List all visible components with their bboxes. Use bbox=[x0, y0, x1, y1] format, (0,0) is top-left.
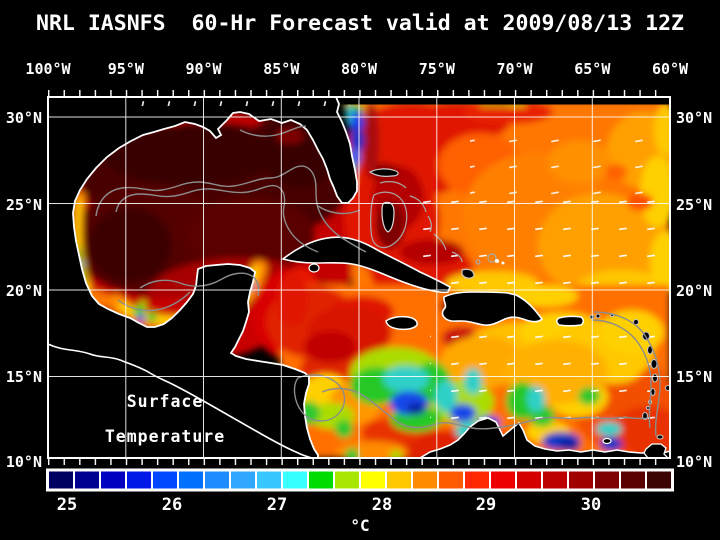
colorbar-segment bbox=[621, 471, 645, 489]
colorbar-segment bbox=[283, 471, 307, 489]
page-title: NRL IASNFS 60-Hr Forecast valid at 2009/… bbox=[36, 11, 684, 35]
land-north-central-america bbox=[48, 97, 357, 458]
axis-ticks-bottom bbox=[48, 459, 670, 465]
longitude-axis: 100°W 95°W 90°W 85°W 80°W 75°W 70°W 65°W… bbox=[25, 60, 689, 78]
current-vectors-atlantic bbox=[420, 196, 668, 308]
colorbar-segment bbox=[101, 471, 125, 489]
lon-label: 95°W bbox=[108, 60, 145, 78]
lat-label: 10°N bbox=[676, 453, 712, 471]
colorbar-segment bbox=[75, 471, 99, 489]
colorbar-segment bbox=[517, 471, 541, 489]
no-data-strip-north bbox=[340, 97, 670, 105]
colorbar: 25 26 27 28 29 30 °C bbox=[46, 468, 674, 535]
map-label-line2: Temperature bbox=[105, 427, 225, 446]
lon-label: 60°W bbox=[652, 60, 689, 78]
colorbar-segments bbox=[49, 471, 671, 489]
colorbar-unit: °C bbox=[350, 516, 369, 535]
ssh-contours-gulf bbox=[95, 125, 367, 312]
latitude-axis-right: 30°N 25°N 20°N 15°N 10°N bbox=[676, 109, 712, 471]
map-label-surface-temperature: Surface Temperature bbox=[105, 392, 225, 446]
latitude-axis-left: 30°N 25°N 20°N 15°N 10°N bbox=[6, 109, 42, 471]
lat-label: 30°N bbox=[6, 109, 42, 127]
colorbar-segment bbox=[335, 471, 359, 489]
lon-label: 65°W bbox=[574, 60, 611, 78]
lat-label: 10°N bbox=[6, 453, 42, 471]
colorbar-label: 27 bbox=[267, 495, 287, 515]
colorbar-label: 26 bbox=[162, 495, 182, 515]
colorbar-segment bbox=[387, 471, 411, 489]
axis-ticks-top bbox=[48, 90, 670, 96]
island-puerto-rico bbox=[556, 315, 584, 327]
map-frame bbox=[47, 96, 671, 459]
colorbar-segment bbox=[153, 471, 177, 489]
coastline-gulf bbox=[72, 97, 358, 458]
colorbar-segment bbox=[127, 471, 151, 489]
lon-label: 85°W bbox=[263, 60, 300, 78]
grid-lines bbox=[48, 97, 670, 458]
colorbar-segment bbox=[179, 471, 203, 489]
colorbar-border bbox=[46, 468, 674, 492]
colorbar-label: 29 bbox=[476, 495, 496, 515]
lat-label: 15°N bbox=[6, 368, 42, 386]
colorbar-segment bbox=[569, 471, 593, 489]
lon-label: 75°W bbox=[419, 60, 456, 78]
wind-marks-gulf-coast bbox=[125, 97, 350, 106]
islands-lesser-antilles bbox=[589, 312, 670, 440]
colorbar-segment bbox=[231, 471, 255, 489]
coastline-pacific bbox=[48, 343, 313, 458]
colorbar-segment bbox=[543, 471, 567, 489]
lat-label: 25°N bbox=[676, 196, 712, 214]
colorbar-segment bbox=[465, 471, 489, 489]
island-hispaniola bbox=[441, 291, 544, 326]
island-margarita bbox=[602, 437, 612, 445]
lat-label: 25°N bbox=[6, 196, 42, 214]
lat-label: 20°N bbox=[6, 282, 42, 300]
lon-label: 100°W bbox=[25, 60, 71, 78]
lon-label: 90°W bbox=[185, 60, 222, 78]
colorbar-label: 30 bbox=[581, 495, 601, 515]
colorbar-segment bbox=[205, 471, 229, 489]
island-isla-juventud bbox=[308, 263, 320, 273]
colorbar-label: 28 bbox=[372, 495, 392, 515]
ocean-temperature-field bbox=[48, 97, 670, 458]
island-jamaica bbox=[385, 315, 418, 331]
coastline-south-america bbox=[419, 417, 670, 458]
lon-label: 70°W bbox=[496, 60, 533, 78]
colorbar-segment bbox=[361, 471, 385, 489]
map-label-line1: Surface bbox=[127, 392, 204, 411]
lon-label: 80°W bbox=[341, 60, 378, 78]
colorbar-segment bbox=[49, 471, 73, 489]
island-trinidad bbox=[643, 443, 669, 458]
lat-label: 20°N bbox=[676, 282, 712, 300]
ssh-contours-caribbean bbox=[293, 374, 649, 430]
lat-label: 30°N bbox=[676, 109, 712, 127]
colorbar-segment bbox=[595, 471, 619, 489]
colorbar-segment bbox=[647, 471, 671, 489]
colorbar-label: 25 bbox=[57, 495, 77, 515]
colorbar-tick-labels: 25 26 27 28 29 30 bbox=[57, 495, 601, 515]
colorbar-segment bbox=[491, 471, 515, 489]
colorbar-segment bbox=[413, 471, 437, 489]
colorbar-segment bbox=[439, 471, 463, 489]
colorbar-segment bbox=[309, 471, 333, 489]
islands-bahamas bbox=[368, 168, 505, 279]
colorbar-segment bbox=[257, 471, 281, 489]
current-vectors-caribbean bbox=[430, 330, 665, 435]
lat-label: 15°N bbox=[676, 368, 712, 386]
ssh-contours-antilles bbox=[591, 311, 661, 437]
current-vectors-atlantic-north bbox=[470, 118, 668, 196]
